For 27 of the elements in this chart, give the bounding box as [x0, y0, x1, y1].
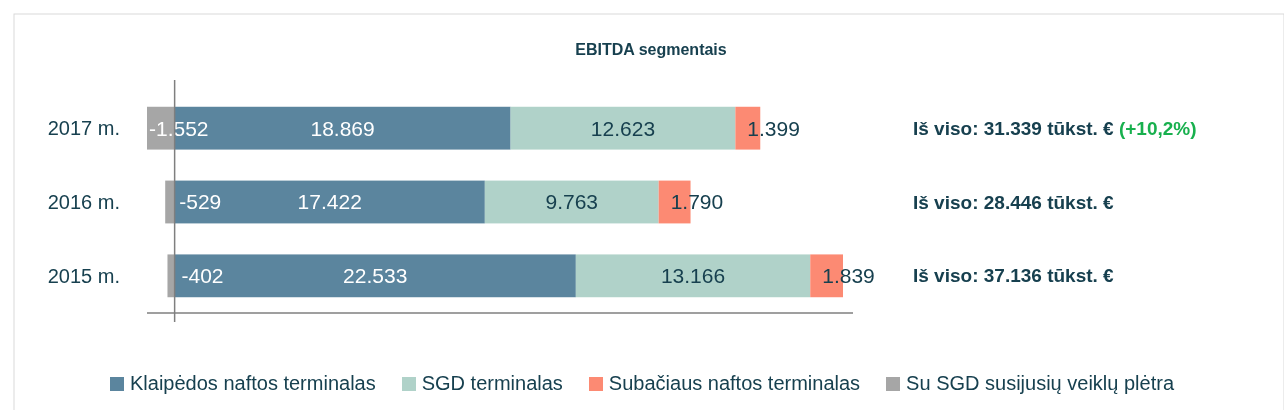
bar: [510, 106, 736, 150]
chart-title: EBITDA segmentais: [575, 41, 727, 58]
bar: [165, 180, 175, 224]
legend-label: Subačiaus naftos terminalas: [608, 372, 861, 395]
data-label: -529: [179, 190, 222, 214]
data-label: 18.869: [310, 116, 375, 140]
text: Iš viso: 28.446 tūkst. €: [913, 191, 1115, 213]
bar: [174, 180, 485, 224]
legend-label: Klaipėdos naftos terminalas: [130, 372, 376, 395]
data-label: 12.623: [590, 116, 656, 140]
bar: [174, 254, 576, 298]
data-label: -402: [181, 264, 224, 288]
y-tick-label: 2015 m.: [47, 264, 120, 287]
text: Iš viso: 31.339 tūkst. € (+10,2%): [913, 117, 1197, 139]
bar: [167, 254, 175, 298]
y-tick-label: 2016 m.: [47, 191, 120, 213]
data-label: 22.533: [343, 264, 408, 288]
legend-label: SGD terminalas: [421, 372, 563, 395]
data-label: 9.763: [545, 190, 599, 214]
data-label: -1.552: [149, 116, 209, 140]
y-tick-label: 2017 m.: [47, 117, 120, 140]
text: Iš viso: 37.136 tūkst. €: [913, 265, 1115, 287]
bar: [484, 180, 659, 224]
legend-label: Su SGD susijusių veiklų plėtra: [906, 372, 1174, 395]
data-label: 13.166: [660, 264, 726, 288]
bar: [575, 254, 811, 298]
data-label: 17.422: [297, 190, 362, 214]
